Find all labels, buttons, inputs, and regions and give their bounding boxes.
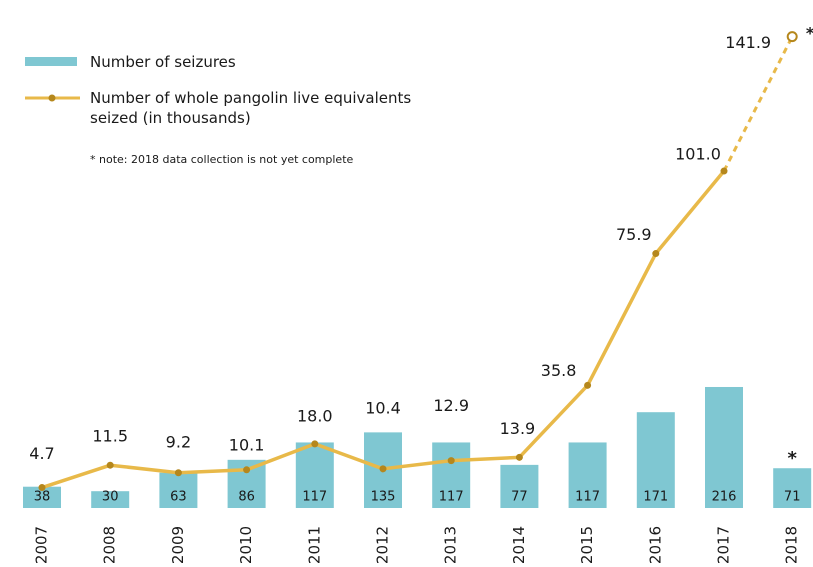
line-value-label: 4.7 (29, 444, 54, 463)
bar-value-label: 38 (34, 490, 51, 505)
x-tick-label: 2015 (578, 526, 596, 564)
bar-value-label: 77 (511, 490, 528, 505)
line-marker (174, 469, 182, 477)
bar-value-label: 30 (102, 490, 119, 505)
line-value-label: 10.4 (365, 398, 401, 417)
bar (773, 468, 812, 508)
x-tick-label: 2016 (646, 526, 664, 564)
bar (295, 442, 334, 508)
line-value-label: 9.2 (166, 432, 191, 451)
x-tick-label: 2012 (374, 526, 392, 564)
line-value-label: 75.9 (616, 225, 652, 244)
line-value-label: 11.5 (92, 427, 128, 446)
line-value-label: 13.9 (500, 419, 536, 438)
legend-label: Number of whole pangolin live equivalent… (90, 89, 412, 127)
legend-line-marker (48, 94, 56, 102)
line-marker (243, 466, 251, 474)
bar-value-label: 216 (712, 490, 737, 505)
x-tick-label: 2011 (305, 526, 323, 564)
x-tick-label: 2014 (510, 526, 528, 564)
line-value-label: 35.8 (541, 361, 577, 380)
line-marker (515, 453, 523, 461)
bar-value-label: 86 (238, 490, 255, 505)
x-tick-label: 2013 (442, 526, 460, 564)
line-marker (106, 461, 114, 469)
bar (23, 486, 61, 508)
line-value-label: 10.1 (229, 435, 265, 454)
line-value-label: 101.0 (675, 145, 721, 164)
x-tick-label: 2007 (33, 526, 51, 564)
bar (568, 442, 607, 508)
bar-value-label: 171 (643, 490, 668, 505)
x-tick-label: 2018 (783, 526, 801, 564)
bar-value-label: 117 (302, 490, 327, 505)
x-tick-label: 2009 (169, 526, 187, 564)
annotation: * (787, 448, 797, 469)
bar-value-label: 117 (575, 490, 600, 505)
line-value-label: 12.9 (433, 396, 469, 415)
legend-label: Number of seizures (90, 53, 236, 71)
bar (705, 386, 743, 508)
bar-value-label: 63 (170, 490, 187, 505)
bar (500, 464, 539, 508)
line-dashed (722, 35, 794, 172)
line-marker (720, 167, 728, 175)
line-marker (379, 465, 387, 473)
line-marker (652, 250, 660, 258)
line-marker (786, 31, 798, 43)
line-marker (38, 484, 46, 492)
bar-value-label: 71 (784, 490, 801, 505)
legend-bar-swatch (25, 57, 77, 66)
line-value-label: 18.0 (297, 406, 333, 425)
line-marker (447, 457, 455, 465)
bar (636, 412, 675, 508)
line-value-label: 141.9 (725, 33, 771, 52)
note: * note: 2018 data collection is not yet … (90, 153, 354, 166)
bar-value-label: 117 (439, 490, 464, 505)
line-marker (311, 440, 319, 448)
bar (91, 491, 130, 508)
x-tick-label: 2010 (237, 526, 255, 564)
bar-value-label: 135 (371, 490, 396, 505)
line-marker (584, 381, 592, 389)
bar (432, 442, 471, 508)
x-tick-label: 2008 (101, 526, 119, 564)
x-tick-label: 2017 (715, 526, 733, 564)
annotation: * (806, 24, 813, 43)
bar (159, 472, 198, 508)
